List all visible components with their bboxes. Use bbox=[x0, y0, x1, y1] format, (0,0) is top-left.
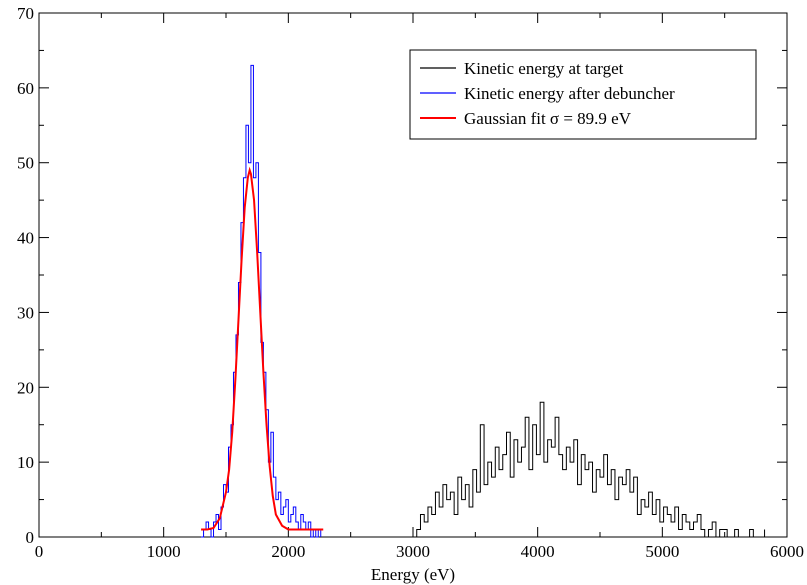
y-tick-label: 10 bbox=[17, 453, 34, 472]
x-tick-label: 5000 bbox=[645, 542, 679, 561]
x-tick-label: 2000 bbox=[271, 542, 305, 561]
data-series bbox=[201, 64, 766, 538]
x-tick-label: 6000 bbox=[770, 542, 804, 561]
series-line bbox=[201, 64, 322, 538]
y-tick-label: 0 bbox=[26, 528, 35, 547]
series-2 bbox=[201, 64, 322, 538]
y-tick-label: 70 bbox=[17, 4, 34, 23]
y-tick-label: 20 bbox=[17, 378, 34, 397]
legend-item: Kinetic energy after debuncher bbox=[420, 84, 675, 103]
series-line bbox=[201, 166, 324, 531]
series-line bbox=[413, 401, 766, 538]
series-1 bbox=[413, 401, 766, 538]
x-tick-label: 4000 bbox=[521, 542, 555, 561]
series-3 bbox=[201, 166, 324, 531]
x-tick-label: 0 bbox=[35, 542, 44, 561]
y-tick-label: 40 bbox=[17, 229, 34, 248]
x-tick-label: 1000 bbox=[147, 542, 181, 561]
legend-box bbox=[409, 49, 757, 140]
axis-ticks: 0 1000 2000 3000 4000 5000 6000 0 10 20 30 40 50 60 70 bbox=[17, 4, 804, 561]
x-tick-label: 3000 bbox=[396, 542, 430, 561]
y-tick-label: 50 bbox=[17, 154, 34, 173]
legend: Kinetic energy at target Kinetic energy a… bbox=[409, 49, 757, 140]
legend-label: Gaussian fit σ = 89.9 eV bbox=[464, 109, 632, 128]
y-tick-label: 30 bbox=[17, 303, 34, 322]
legend-item: Kinetic energy at target bbox=[420, 59, 624, 78]
legend-label: Kinetic energy after debuncher bbox=[464, 84, 675, 103]
y-tick-label: 60 bbox=[17, 79, 34, 98]
legend-label: Kinetic energy at target bbox=[464, 59, 624, 78]
x-axis-label: Energy (eV) bbox=[371, 565, 455, 584]
legend-item: Gaussian fit σ = 89.9 eV bbox=[420, 109, 632, 128]
